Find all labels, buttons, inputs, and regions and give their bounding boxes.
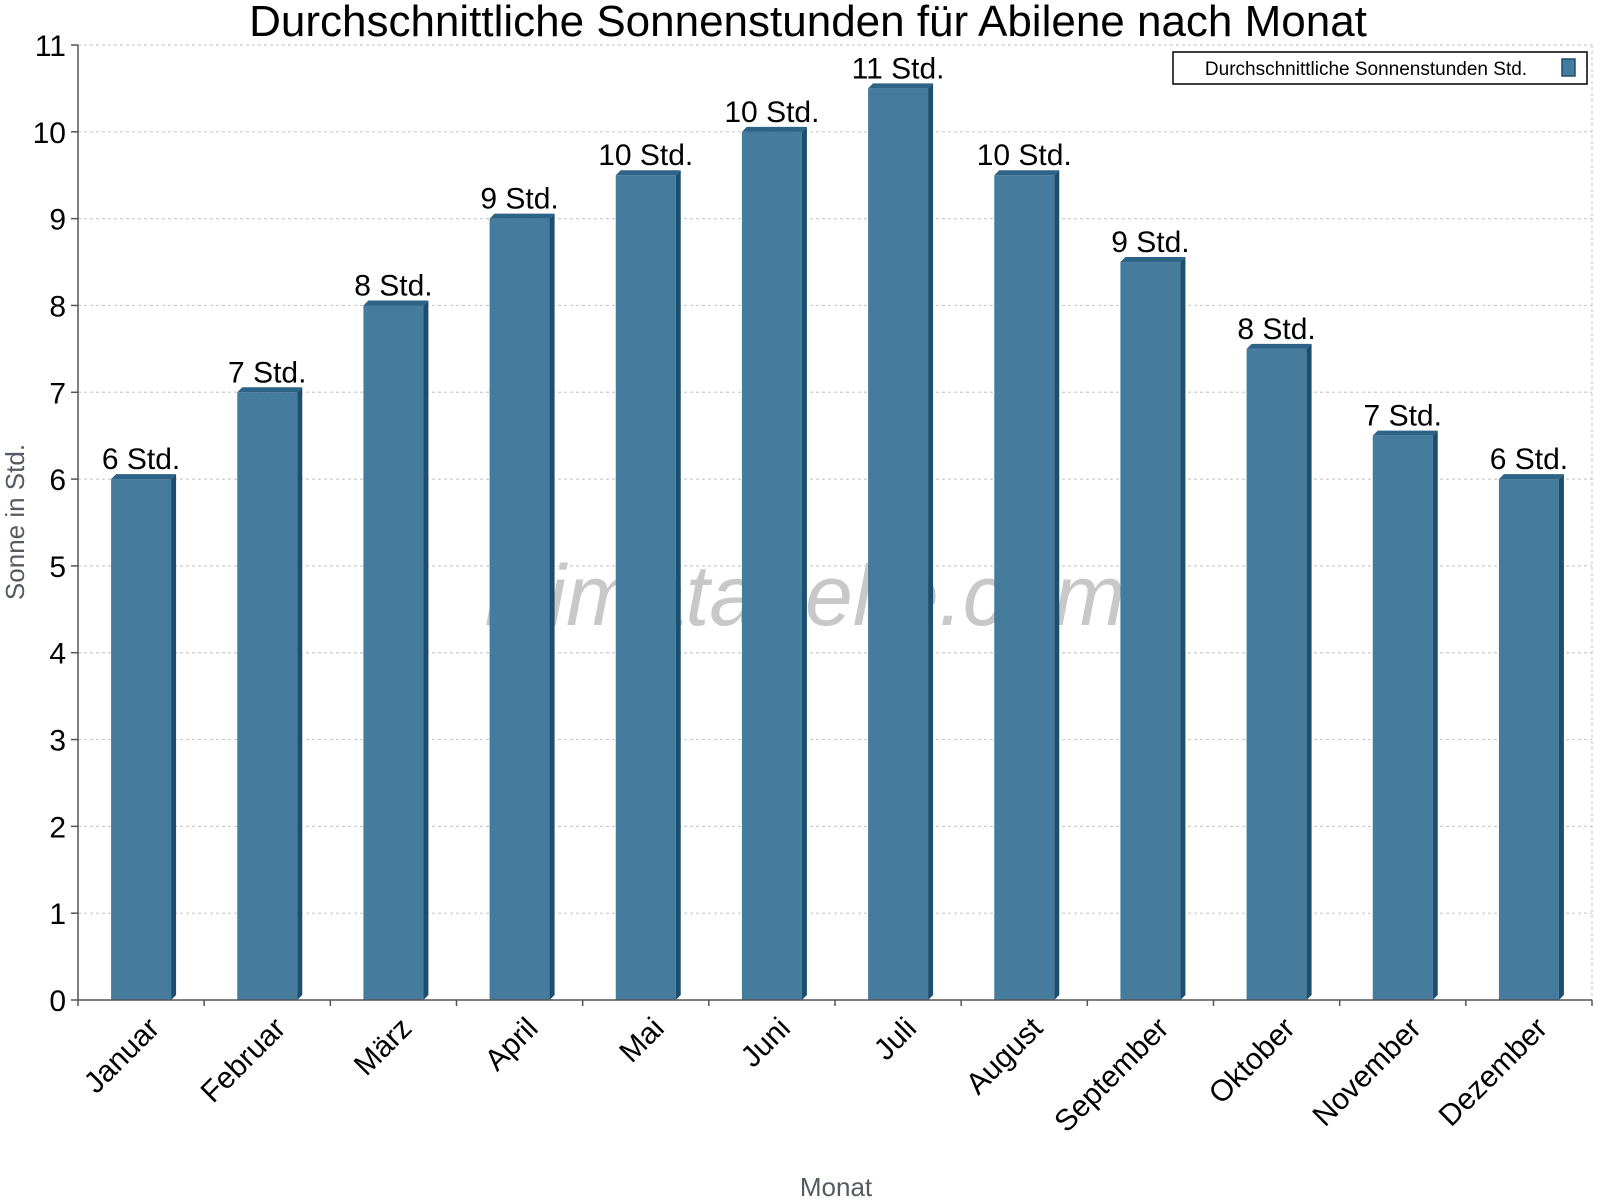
value-label: 9 Std. <box>1111 226 1189 259</box>
bars <box>111 83 1564 1001</box>
x-tick-label: Juli <box>868 1012 923 1067</box>
bar <box>111 479 172 1000</box>
bar-top <box>1246 343 1312 349</box>
value-label: 11 Std. <box>852 52 945 85</box>
bar-top <box>1498 474 1564 480</box>
bar <box>363 305 424 1000</box>
x-axis-title: Monat <box>800 1172 873 1200</box>
x-tick-label: Juni <box>735 1012 797 1074</box>
bar-side <box>297 387 303 1001</box>
value-label: 9 Std. <box>480 183 558 216</box>
chart-title: Durchschnittliche Sonnenstunden für Abil… <box>249 0 1367 46</box>
bar-top <box>237 387 303 393</box>
y-tick-label: 11 <box>35 30 66 63</box>
bar <box>237 392 298 1001</box>
y-tick-label: 0 <box>49 985 66 1018</box>
bar <box>1120 262 1181 1001</box>
bar-side <box>1558 474 1564 1000</box>
bar-top <box>1372 430 1438 436</box>
y-tick-label: 10 <box>33 117 66 150</box>
y-tick-label: 2 <box>49 811 66 844</box>
bar-top <box>741 126 807 132</box>
y-tick-label: 5 <box>49 551 66 584</box>
bar <box>1246 348 1307 1000</box>
bar <box>615 175 676 1000</box>
y-tick-label: 1 <box>49 898 66 931</box>
y-tick-label: 3 <box>49 725 66 758</box>
bar-side <box>675 170 681 1000</box>
x-tick-label: September <box>1048 1012 1175 1139</box>
bar-side <box>801 126 807 1001</box>
value-label: 7 Std. <box>1364 400 1442 433</box>
legend: Durchschnittliche Sonnenstunden Std. <box>1172 51 1588 85</box>
y-tick-label: 9 <box>49 204 66 237</box>
bar-side <box>1432 430 1438 1000</box>
legend-box <box>1172 51 1588 85</box>
bar-top <box>868 83 934 89</box>
value-label: 10 Std. <box>724 96 819 129</box>
bar-side <box>423 300 429 1000</box>
bar-side <box>171 474 177 1000</box>
value-label: 6 Std. <box>102 443 180 476</box>
value-label: 7 Std. <box>228 356 306 389</box>
bar <box>1372 435 1433 1000</box>
y-tick-label: 8 <box>49 290 66 323</box>
value-label: 10 Std. <box>598 139 693 172</box>
x-tick-label: Oktober <box>1203 1012 1302 1111</box>
bar-top <box>363 300 429 306</box>
value-label: 6 Std. <box>1490 443 1568 476</box>
x-tick-label: März <box>348 1012 418 1082</box>
y-tick-label: 7 <box>49 377 66 410</box>
bar-top <box>1120 257 1186 263</box>
bar-top <box>111 474 177 480</box>
value-label: 10 Std. <box>977 139 1072 172</box>
value-label: 8 Std. <box>1237 313 1315 346</box>
x-tick-label: Januar <box>78 1012 166 1100</box>
bar <box>994 175 1055 1000</box>
x-tick-label: Dezember <box>1433 1012 1554 1133</box>
bar-side <box>1180 257 1186 1001</box>
y-axis-title: Sonne in Std. <box>0 444 30 600</box>
bar-side <box>928 83 934 1001</box>
x-tick-label: November <box>1307 1012 1428 1133</box>
bar-top <box>994 170 1060 176</box>
value-label: 8 Std. <box>354 269 432 302</box>
legend-label: Durchschnittliche Sonnenstunden Std. <box>1205 59 1527 80</box>
bar-side <box>1054 170 1060 1000</box>
bar-side <box>549 213 555 1001</box>
bar <box>1498 479 1559 1000</box>
bar-side <box>1306 343 1312 1000</box>
x-tick-label: April <box>479 1012 545 1078</box>
bar <box>868 88 929 1001</box>
bar-top <box>489 213 555 219</box>
y-tick-label: 4 <box>49 638 66 671</box>
bar-top <box>615 170 681 176</box>
grid-lines <box>78 44 1593 1000</box>
x-tick-label: August <box>960 1011 1050 1101</box>
x-tick-label: Mai <box>613 1012 671 1070</box>
x-tick-label: Februar <box>195 1012 293 1110</box>
bar <box>489 218 550 1001</box>
value-labels: 6 Std. 7 Std. 8 Std. 9 Std. 10 Std. 10 Std. 11… <box>102 52 1568 476</box>
y-tick-label: 6 <box>49 464 66 497</box>
legend-swatch <box>1561 58 1576 77</box>
bar <box>741 131 802 1000</box>
